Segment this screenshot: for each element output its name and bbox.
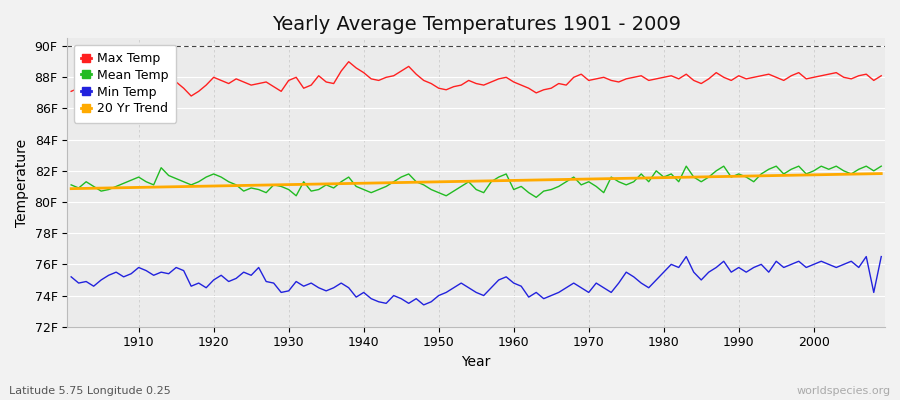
Text: Latitude 5.75 Longitude 0.25: Latitude 5.75 Longitude 0.25 xyxy=(9,386,171,396)
Y-axis label: Temperature: Temperature xyxy=(15,138,29,226)
X-axis label: Year: Year xyxy=(462,355,490,369)
Text: worldspecies.org: worldspecies.org xyxy=(796,386,891,396)
Title: Yearly Average Temperatures 1901 - 2009: Yearly Average Temperatures 1901 - 2009 xyxy=(272,15,680,34)
Legend: Max Temp, Mean Temp, Min Temp, 20 Yr Trend: Max Temp, Mean Temp, Min Temp, 20 Yr Tre… xyxy=(74,44,176,123)
